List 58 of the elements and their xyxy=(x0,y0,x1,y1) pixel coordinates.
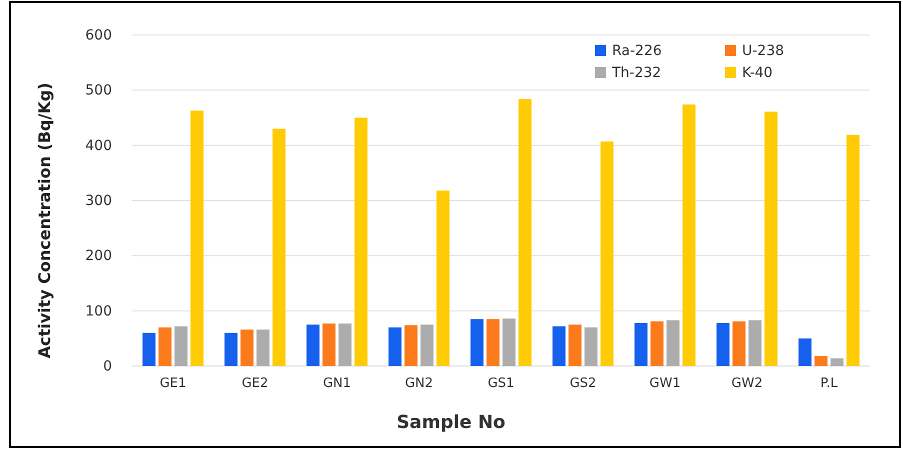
y-tick-label: 500 xyxy=(85,82,112,99)
bar xyxy=(174,326,188,366)
x-axis-title: Sample No xyxy=(396,412,506,433)
bar xyxy=(732,321,746,366)
bar xyxy=(830,358,844,366)
bar xyxy=(404,325,418,366)
y-tick-label: 100 xyxy=(85,303,112,320)
bar xyxy=(338,324,352,366)
y-tick-label: 400 xyxy=(85,138,112,154)
bar xyxy=(748,320,762,366)
bar xyxy=(518,98,532,366)
bar xyxy=(798,338,812,366)
bar xyxy=(436,190,450,366)
bar xyxy=(552,326,566,366)
bar xyxy=(682,104,696,366)
bar xyxy=(502,318,516,366)
x-tick-label: GW1 xyxy=(649,376,681,392)
bar xyxy=(420,324,434,366)
y-tick-label: 600 xyxy=(85,27,112,44)
legend-label: Th-232 xyxy=(611,65,662,81)
bar xyxy=(584,327,598,366)
x-tick-label: GE2 xyxy=(242,376,268,392)
y-tick-label: 200 xyxy=(85,248,112,264)
bar xyxy=(650,321,664,366)
bar xyxy=(388,327,402,366)
legend-label: Ra-226 xyxy=(612,43,662,59)
bar xyxy=(158,327,172,366)
bar xyxy=(256,330,270,366)
y-axis-title: Activity Concentration (Bq/Kg) xyxy=(35,82,54,358)
x-tick-label: GW2 xyxy=(731,376,763,392)
legend-label: K-40 xyxy=(742,65,773,81)
bar xyxy=(272,128,286,366)
bar xyxy=(600,141,614,366)
x-tick-label: GN2 xyxy=(404,376,434,392)
bar xyxy=(306,324,320,366)
bar xyxy=(224,332,238,366)
bar xyxy=(486,319,500,366)
bar xyxy=(846,134,860,366)
bar xyxy=(322,324,336,366)
legend-label: U-238 xyxy=(742,43,784,59)
x-tick-label: GN1 xyxy=(322,376,352,392)
bar xyxy=(764,112,778,366)
bar xyxy=(666,320,680,366)
bar xyxy=(634,322,648,366)
y-tick-label: 300 xyxy=(85,192,112,209)
bar xyxy=(814,356,828,366)
bar xyxy=(568,324,582,366)
x-tick-label: GE1 xyxy=(160,376,186,392)
x-tick-label: P.L xyxy=(820,376,838,392)
bar xyxy=(354,118,368,366)
bar xyxy=(190,110,204,366)
bar xyxy=(240,330,254,366)
y-tick-label: 0 xyxy=(103,358,112,374)
bar xyxy=(470,319,484,366)
x-tick-label: GS1 xyxy=(488,376,514,392)
bar xyxy=(716,322,730,366)
bar xyxy=(142,332,156,366)
x-tick-label: GS2 xyxy=(570,376,596,392)
